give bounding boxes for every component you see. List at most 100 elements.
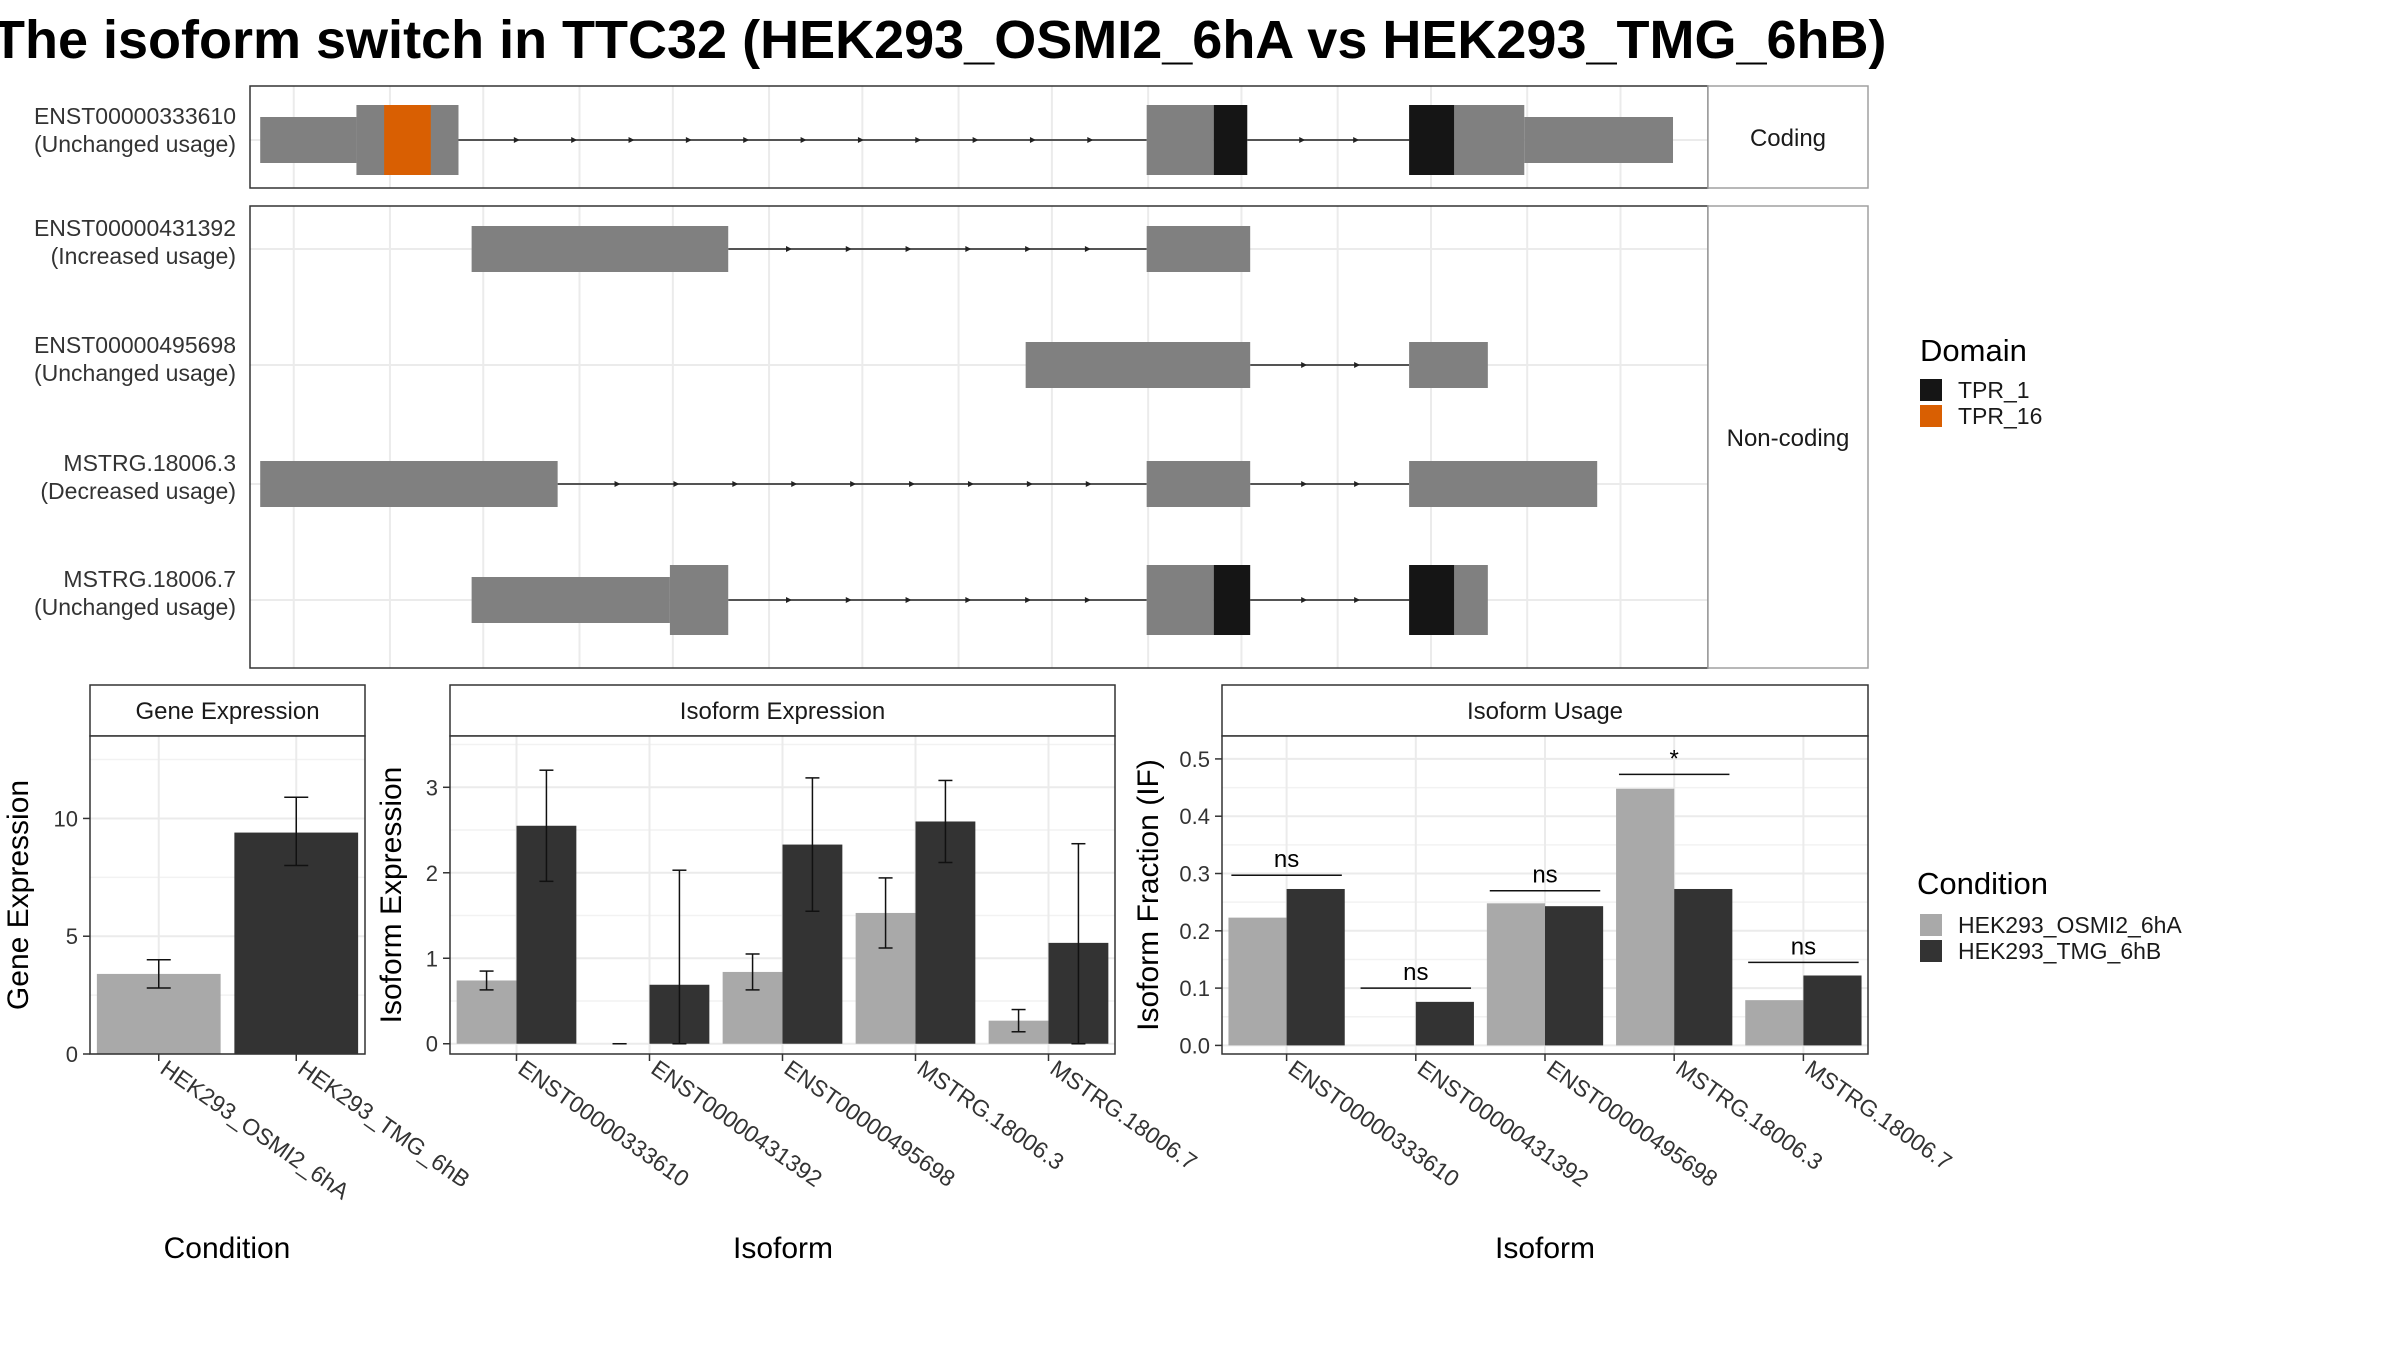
y-tick-label: 1 <box>426 946 438 971</box>
usage-label: (Decreased usage) <box>40 478 236 504</box>
transcript-enst00000495698 <box>1025 342 1488 388</box>
significance-label: ns <box>1791 933 1816 960</box>
legend-label-tpr16: TPR_16 <box>1958 403 2042 429</box>
y-tick-label: 0.3 <box>1179 862 1210 887</box>
domain-block-tpr1 <box>1213 565 1251 635</box>
utr-exon-block <box>471 226 729 272</box>
intron-arrow <box>850 481 857 487</box>
legend-key-condition-a <box>1920 914 1942 936</box>
usage-label: (Increased usage) <box>51 243 236 269</box>
intron-arrow <box>614 481 621 487</box>
intron-arrow <box>685 137 692 143</box>
y-tick-label: 0.1 <box>1179 976 1210 1001</box>
utr-exon-block <box>1146 461 1251 507</box>
intron-arrow <box>513 137 520 143</box>
structure-facet-panel <box>250 206 1708 668</box>
intron-arrow <box>1085 481 1092 487</box>
intron-arrow <box>965 246 972 252</box>
intron-arrow <box>673 481 680 487</box>
isoform-label: ENST00000333610 <box>34 103 236 129</box>
transcript-mstrg-18006-7 <box>471 565 1488 635</box>
isoform-expression-panel: Isoform Expression0123ENST00000333610ENS… <box>375 684 1202 1265</box>
intron-arrow <box>786 246 793 252</box>
significance-label: * <box>1670 745 1679 772</box>
significance-label: ns <box>1532 862 1557 889</box>
bar-condition-a <box>456 980 517 1044</box>
condition-legend: Condition HEK293_OSMI2_6hA HEK293_TMG_6h… <box>1917 866 2182 964</box>
utr-exon-block <box>260 117 357 163</box>
facet-strip-label: Coding <box>1750 125 1826 152</box>
facet-strip <box>1707 85 1869 189</box>
intron-arrow <box>845 246 852 252</box>
transcript-enst00000431392 <box>471 226 1251 272</box>
usage-label: (Unchanged usage) <box>34 594 236 620</box>
intron-arrow <box>1353 137 1360 143</box>
significance-label: ns <box>1403 959 1428 986</box>
legend-key-tpr16 <box>1920 405 1942 427</box>
usage-label: (Unchanged usage) <box>34 131 236 157</box>
x-axis-title: Isoform <box>1495 1232 1595 1265</box>
intron-arrow <box>628 137 635 143</box>
transcript-mstrg-18006-3 <box>260 461 1598 507</box>
transcript-structure-panel: ENST00000333610(Unchanged usage)ENST0000… <box>34 85 1869 669</box>
y-tick-label: 10 <box>54 806 78 831</box>
x-axis-title: Isoform <box>733 1232 833 1265</box>
cds-exon-block <box>1454 105 1525 175</box>
intron-arrow <box>1084 246 1091 252</box>
utr-exon-block <box>1409 342 1488 388</box>
panel-strip-label: Isoform Expression <box>680 698 885 725</box>
y-axis-title: Isoform Fraction (IF) <box>1132 759 1165 1031</box>
legend-key-condition-b <box>1920 940 1942 962</box>
intron-arrow <box>965 597 972 603</box>
intron-arrow <box>1354 597 1361 603</box>
y-tick-label: 0.4 <box>1179 804 1210 829</box>
intron-arrow <box>1029 137 1036 143</box>
panel-strip <box>1221 684 1869 737</box>
utr-exon-block <box>1025 342 1251 388</box>
bar-condition-b <box>1415 1001 1474 1046</box>
x-tick-label: MSTRG.18006.7 <box>1046 1055 1202 1175</box>
y-tick-label: 5 <box>66 924 78 949</box>
bar-condition-a <box>1486 903 1545 1046</box>
bar-condition-b <box>1803 975 1862 1046</box>
y-axis-title: Isoform Expression <box>375 767 408 1024</box>
domain-block-tpr16 <box>384 105 431 175</box>
isoform-usage-panel: Isoform Usage 0.0 0.1 0.2 0.3 0.4 0.5 ns ns ns * ns… <box>1132 684 1957 1265</box>
intron-arrow <box>1084 597 1091 603</box>
utr-exon-block <box>1524 117 1674 163</box>
plot-border <box>89 735 366 1055</box>
intron-arrow <box>1301 481 1308 487</box>
y-tick-label: 0.2 <box>1179 919 1210 944</box>
y-tick-label: 0 <box>66 1042 78 1067</box>
bar-condition-a <box>1616 788 1675 1046</box>
intron-arrow <box>1025 597 1032 603</box>
intron-arrow <box>800 137 807 143</box>
intron-arrow <box>1026 481 1033 487</box>
usage-label: (Unchanged usage) <box>34 360 236 386</box>
intron-arrow <box>972 137 979 143</box>
condition-legend-title: Condition <box>1917 866 2048 901</box>
panel-strip-label: Gene Expression <box>135 698 319 725</box>
y-tick-label: 2 <box>426 861 438 886</box>
bar-chart-panels: Gene Expression0510HEK293_OSMI2_6hAHEK29… <box>2 684 1957 1265</box>
intron-arrow <box>791 481 798 487</box>
intron-arrow <box>571 137 578 143</box>
intron-arrow <box>845 597 852 603</box>
x-axis-title: Condition <box>164 1232 291 1265</box>
bar-condition-b <box>1286 888 1345 1046</box>
domain-block-tpr1 <box>1409 565 1455 635</box>
intron-arrow <box>1301 597 1308 603</box>
intron-arrow <box>905 597 912 603</box>
cds-exon-block <box>669 565 729 635</box>
y-tick-label: 0.0 <box>1179 1033 1210 1058</box>
intron-arrow <box>732 481 739 487</box>
isoform-label: ENST00000431392 <box>34 215 236 241</box>
utr-exon-block <box>471 577 670 623</box>
intron-arrow <box>1354 481 1361 487</box>
domain-block-tpr1 <box>1409 105 1455 175</box>
bar-condition-a <box>1228 917 1287 1046</box>
intron-arrow <box>1299 137 1306 143</box>
bar-condition-b <box>1674 888 1733 1046</box>
y-tick-label: 3 <box>426 775 438 800</box>
utr-exon-block <box>260 461 558 507</box>
